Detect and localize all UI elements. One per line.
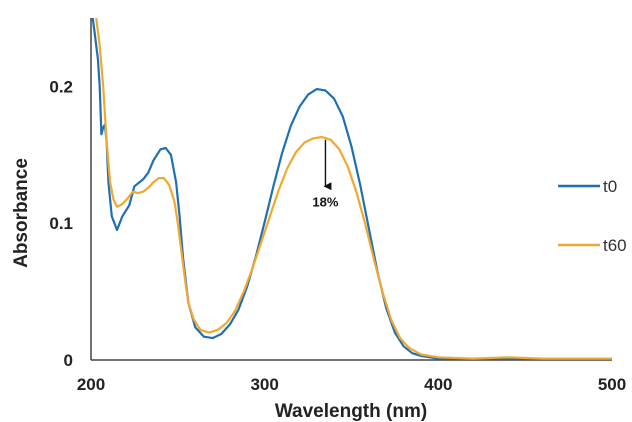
series-line-t60: [96, 18, 612, 359]
series-lines: [93, 18, 612, 359]
legend: t0 t60: [558, 177, 627, 255]
x-tick-labels: 200 300 400 500: [77, 375, 626, 394]
y-tick-label: 0.1: [49, 214, 73, 233]
x-tick-label: 300: [250, 375, 278, 394]
legend-label-t60: t60: [603, 236, 627, 255]
x-axis-title: Wavelength (nm): [275, 401, 427, 422]
annotation-group: 18%: [312, 140, 338, 210]
y-axis-title: Absorbance: [11, 158, 32, 268]
annotation-label: 18%: [312, 194, 338, 209]
x-tick-label: 400: [424, 375, 452, 394]
y-tick-label: 0: [64, 351, 73, 370]
y-tick-label: 0.2: [49, 77, 73, 96]
y-tick-labels: 0 0.1 0.2: [49, 77, 73, 370]
x-tick-label: 200: [77, 375, 105, 394]
legend-label-t0: t0: [603, 177, 617, 196]
x-tick-label: 500: [598, 375, 626, 394]
